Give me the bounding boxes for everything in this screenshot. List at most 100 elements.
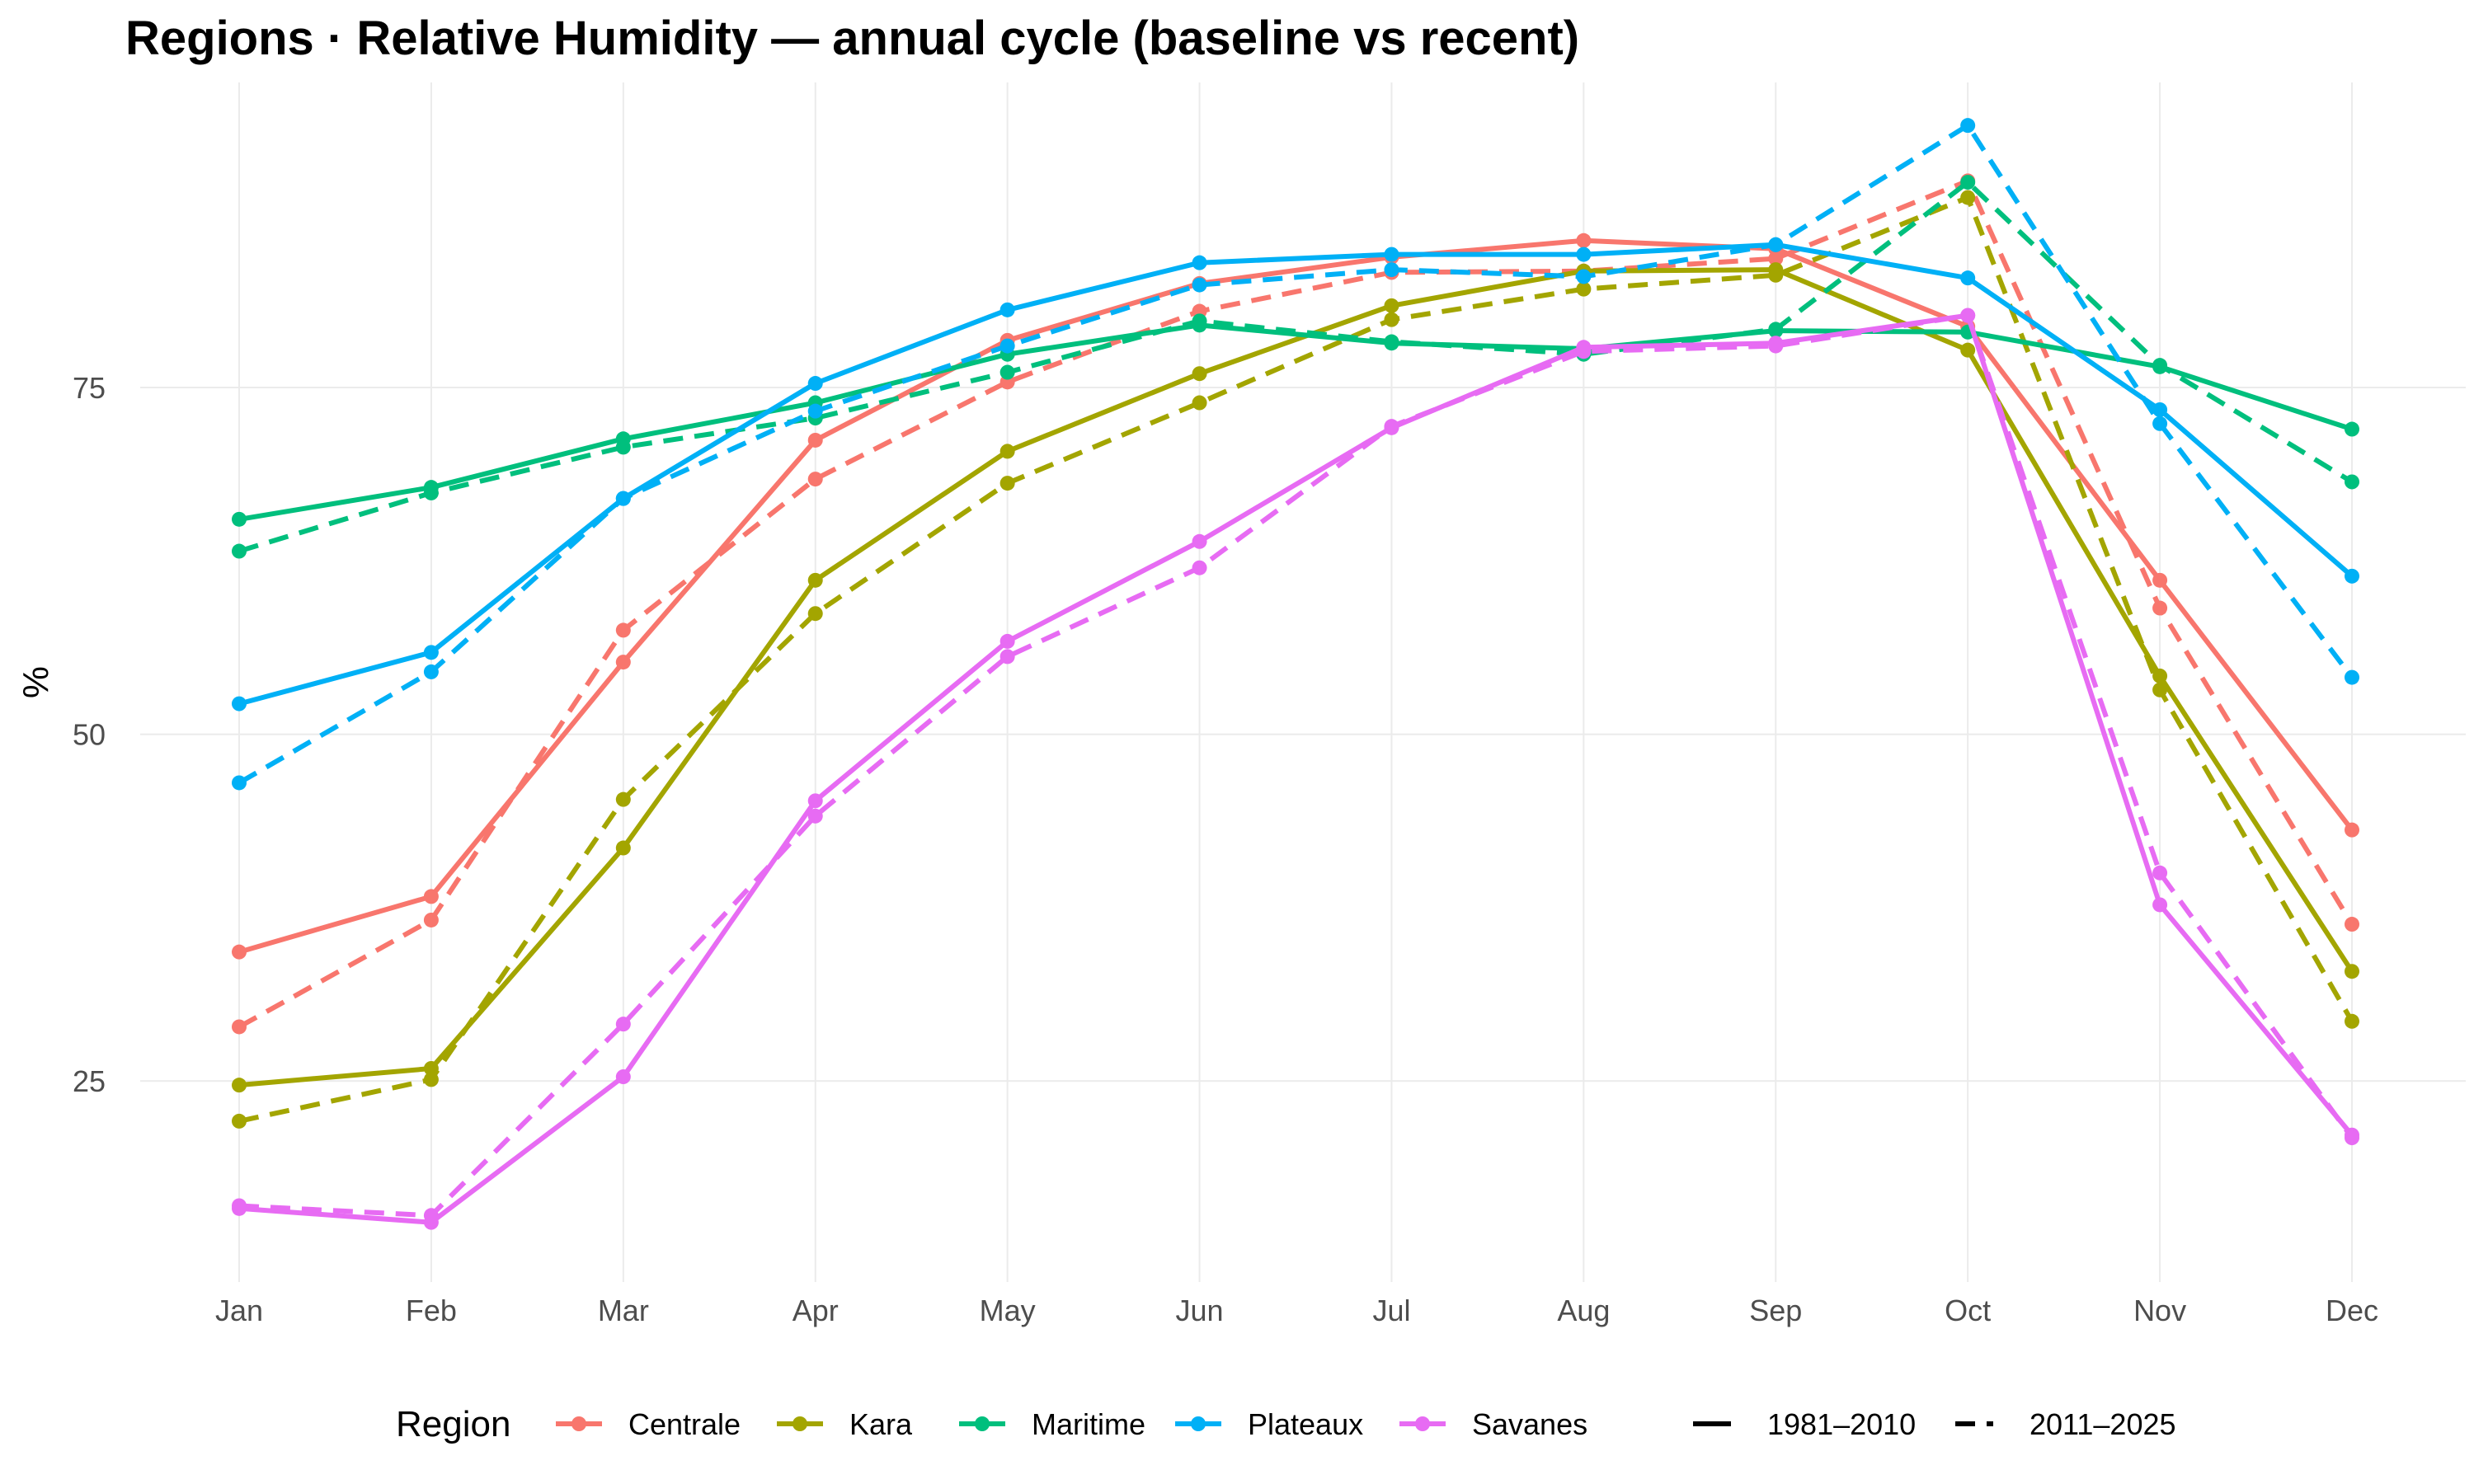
data-point	[999, 476, 1015, 491]
data-point	[423, 1208, 439, 1223]
data-point	[2152, 572, 2168, 588]
series-line	[238, 123, 2354, 786]
legend-key-point	[1191, 1416, 1206, 1431]
data-point	[1768, 267, 1784, 283]
data-point	[1576, 344, 1592, 359]
series-lines	[232, 118, 2359, 1230]
data-point	[999, 633, 1015, 649]
data-point	[615, 1069, 631, 1085]
data-point	[232, 775, 247, 791]
data-point	[423, 912, 439, 928]
data-point	[1384, 262, 1399, 278]
data-point	[999, 444, 1015, 459]
data-point	[807, 793, 823, 809]
data-point	[2345, 964, 2359, 979]
data-point	[2345, 568, 2359, 584]
legend-key-point	[975, 1416, 990, 1431]
data-point	[1576, 247, 1592, 262]
data-point	[2152, 358, 2168, 373]
data-point	[1384, 298, 1399, 313]
legend-label: Centrale	[628, 1407, 741, 1441]
chart-title: Regions · Relative Humidity — annual cyc…	[125, 12, 1579, 65]
x-tick-label: Nov	[2133, 1294, 2186, 1327]
legend-label: 1981–2010	[1767, 1407, 1916, 1441]
data-point	[807, 572, 823, 588]
data-point	[807, 432, 823, 448]
data-point	[1192, 560, 1207, 575]
data-point	[1960, 175, 1976, 190]
data-point	[1192, 255, 1207, 270]
data-point	[2345, 474, 2359, 490]
data-point	[1768, 251, 1784, 266]
data-point	[423, 1072, 439, 1087]
data-point	[232, 1019, 247, 1035]
data-point	[232, 543, 247, 559]
data-point	[615, 491, 631, 506]
data-point	[423, 645, 439, 660]
x-tick-label: May	[980, 1294, 1036, 1327]
legend-key-point	[1415, 1416, 1430, 1431]
data-point	[1192, 533, 1207, 549]
data-point	[1960, 270, 1976, 286]
data-point	[1960, 308, 1976, 323]
series-savanes-baseline	[232, 308, 2359, 1230]
series-line	[238, 195, 2354, 1124]
x-tick-label: Dec	[2326, 1294, 2378, 1327]
axes: Jan Feb Mar Apr May Jun Jul Aug Sep Oct Nov Dec 25 50…	[73, 371, 2378, 1327]
series-line	[238, 180, 2354, 554]
grid	[140, 82, 2466, 1282]
data-point	[615, 655, 631, 670]
data-point	[232, 696, 247, 711]
y-tick-label: 50	[73, 718, 106, 752]
legend-label: Maritime	[1032, 1407, 1145, 1441]
y-tick-label: 75	[73, 371, 106, 405]
data-point	[1768, 338, 1784, 354]
data-point	[2152, 897, 2168, 913]
legend-label: Plateaux	[1248, 1407, 1363, 1441]
series-line	[238, 237, 2354, 955]
series-line	[238, 178, 2354, 1030]
legend-key-point	[793, 1416, 807, 1431]
data-point	[615, 622, 631, 638]
data-point	[1576, 269, 1592, 284]
series-savanes-recent	[232, 308, 2359, 1223]
data-point	[1192, 313, 1207, 329]
x-tick-label: Aug	[1557, 1294, 1610, 1327]
data-point	[1384, 334, 1399, 350]
series-maritime-recent	[232, 175, 2359, 559]
data-point	[232, 1113, 247, 1129]
data-point	[1384, 312, 1399, 327]
x-tick-label: Jun	[1176, 1294, 1224, 1327]
series-line	[238, 242, 2354, 707]
data-point	[999, 338, 1015, 354]
series-line	[238, 312, 2354, 1225]
legend: Region Centrale Kara Maritime Plateaux Savane…	[396, 1404, 2176, 1444]
legend-label: Kara	[849, 1407, 913, 1441]
series-kara-recent	[232, 190, 2359, 1129]
series-line	[238, 322, 2353, 522]
data-point	[2345, 822, 2359, 838]
data-point	[2345, 917, 2359, 932]
data-point	[807, 472, 823, 487]
data-point	[1960, 342, 1976, 358]
x-tick-label: Oct	[1945, 1294, 1991, 1327]
data-point	[1192, 366, 1207, 382]
data-point	[615, 439, 631, 455]
data-point	[999, 302, 1015, 317]
data-point	[2152, 682, 2168, 697]
data-point	[1960, 118, 1976, 134]
data-point	[999, 649, 1015, 665]
series-line	[238, 312, 2354, 1219]
data-point	[807, 808, 823, 824]
legend-key-point	[571, 1416, 586, 1431]
data-point	[1768, 237, 1784, 252]
data-point	[2345, 1130, 2359, 1146]
y-axis-title: %	[16, 666, 56, 698]
data-point	[232, 1198, 247, 1214]
data-point	[1384, 247, 1399, 262]
data-point	[2152, 865, 2168, 881]
data-point	[999, 364, 1015, 380]
data-point	[2345, 1013, 2359, 1029]
data-point	[1576, 281, 1592, 297]
